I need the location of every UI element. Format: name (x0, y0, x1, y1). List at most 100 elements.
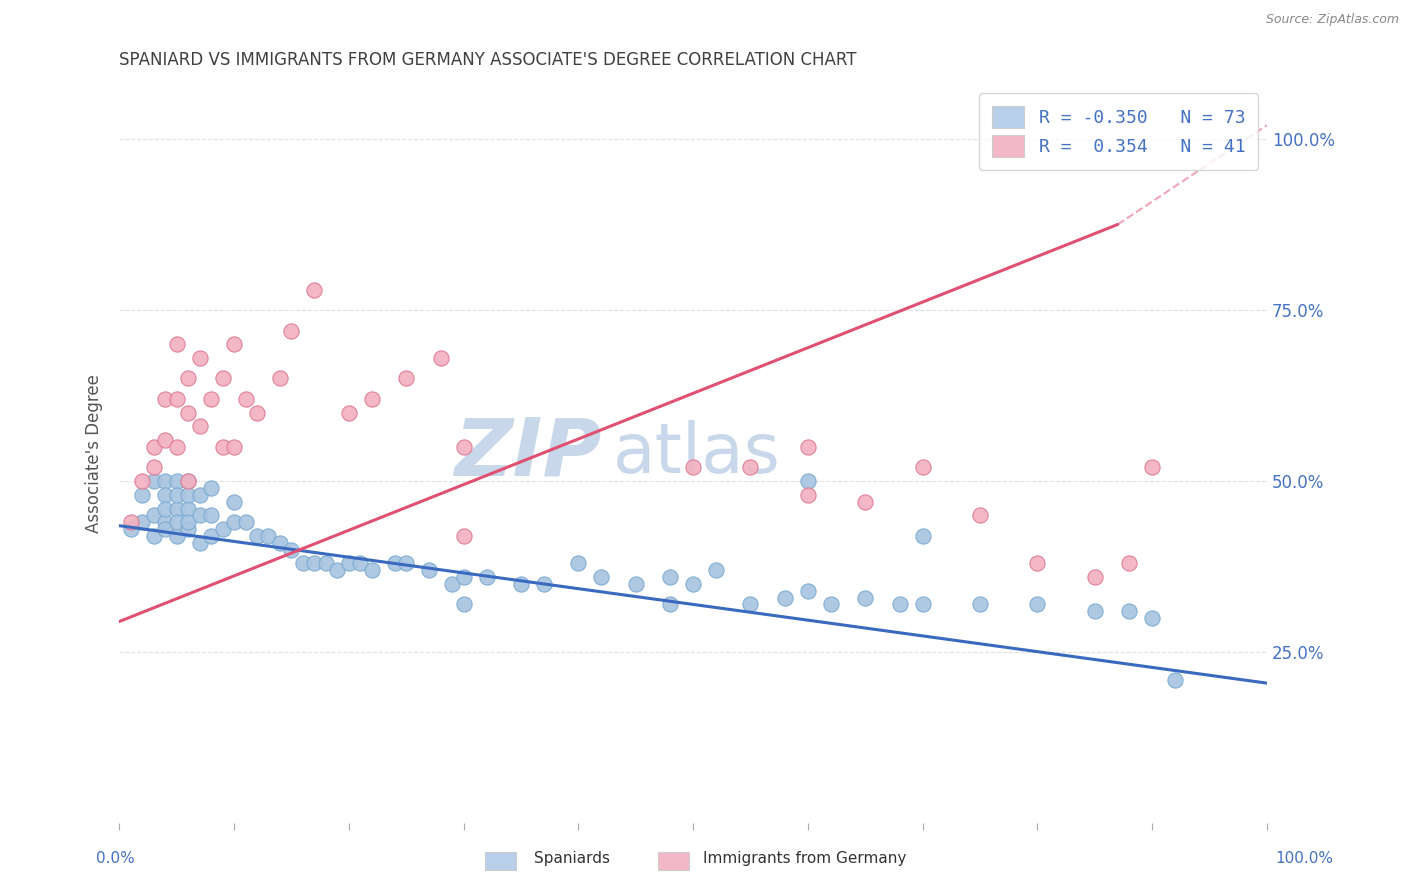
Point (131, 474, 153, 488)
Point (1140, 611, 1163, 625)
Point (166, 392, 188, 406)
Point (280, 324, 302, 338)
Text: SPANIARD VS IMMIGRANTS FROM GERMANY ASSOCIATE'S DEGREE CORRELATION CHART: SPANIARD VS IMMIGRANTS FROM GERMANY ASSO… (120, 51, 856, 69)
Point (797, 440, 820, 454)
Point (682, 577, 704, 591)
Point (166, 501, 188, 516)
Point (911, 529, 934, 543)
Point (315, 557, 337, 571)
Point (235, 392, 257, 406)
Point (360, 563, 382, 577)
Point (475, 570, 498, 584)
Point (418, 563, 440, 577)
Point (1026, 557, 1049, 571)
Point (166, 474, 188, 488)
Point (429, 351, 451, 365)
Point (211, 440, 233, 454)
Point (337, 557, 360, 571)
Text: ZIP: ZIP (454, 415, 602, 492)
Point (200, 508, 222, 523)
Point (153, 474, 176, 488)
Point (200, 392, 222, 406)
Point (257, 529, 280, 543)
Point (1084, 570, 1107, 584)
Point (337, 406, 360, 420)
Point (567, 557, 589, 571)
Point (188, 419, 211, 434)
Point (177, 474, 200, 488)
Point (120, 515, 142, 529)
Point (911, 460, 934, 475)
Point (1118, 604, 1140, 618)
Point (453, 570, 475, 584)
Point (591, 570, 613, 584)
Point (659, 598, 682, 612)
Point (177, 501, 200, 516)
Text: 100.0%: 100.0% (1275, 852, 1333, 866)
Point (222, 494, 245, 508)
Point (969, 598, 991, 612)
Point (188, 488, 211, 502)
Point (453, 440, 475, 454)
Point (200, 481, 222, 495)
Point (797, 474, 820, 488)
Point (280, 542, 302, 557)
Point (142, 529, 165, 543)
Point (740, 460, 762, 475)
Point (177, 515, 200, 529)
Point (624, 577, 647, 591)
Point (222, 440, 245, 454)
Point (188, 351, 211, 365)
Point (1164, 673, 1187, 687)
Text: Spaniards: Spaniards (534, 852, 610, 866)
Point (1084, 604, 1107, 618)
Point (166, 515, 188, 529)
Point (291, 557, 314, 571)
Point (153, 501, 176, 516)
Point (395, 557, 418, 571)
Point (820, 598, 842, 612)
Legend: R = -0.350   N = 73, R =  0.354   N = 41: R = -0.350 N = 73, R = 0.354 N = 41 (979, 93, 1258, 169)
Point (166, 440, 188, 454)
Point (349, 557, 371, 571)
Point (188, 508, 211, 523)
Point (510, 577, 533, 591)
Point (853, 591, 876, 605)
Point (142, 440, 165, 454)
Point (142, 508, 165, 523)
Point (1026, 598, 1049, 612)
Point (704, 563, 727, 577)
Text: atlas: atlas (613, 420, 780, 487)
Point (222, 515, 245, 529)
Point (177, 371, 200, 385)
Point (453, 529, 475, 543)
Point (222, 337, 245, 351)
Point (911, 598, 934, 612)
Point (797, 583, 820, 598)
Point (740, 598, 762, 612)
Point (120, 522, 142, 536)
Point (177, 522, 200, 536)
Point (177, 406, 200, 420)
Point (969, 508, 991, 523)
Point (153, 515, 176, 529)
Point (1118, 557, 1140, 571)
Text: 0.0%: 0.0% (96, 852, 135, 866)
Point (773, 591, 796, 605)
Point (395, 371, 418, 385)
Point (153, 392, 176, 406)
Point (533, 577, 555, 591)
Point (304, 283, 326, 297)
Point (166, 529, 188, 543)
Point (211, 522, 233, 536)
Point (177, 474, 200, 488)
Text: Source: ZipAtlas.com: Source: ZipAtlas.com (1265, 13, 1399, 27)
Point (246, 529, 269, 543)
Point (453, 598, 475, 612)
Point (682, 460, 704, 475)
Point (659, 570, 682, 584)
Point (246, 406, 269, 420)
Point (235, 515, 257, 529)
Point (797, 488, 820, 502)
Point (441, 577, 464, 591)
